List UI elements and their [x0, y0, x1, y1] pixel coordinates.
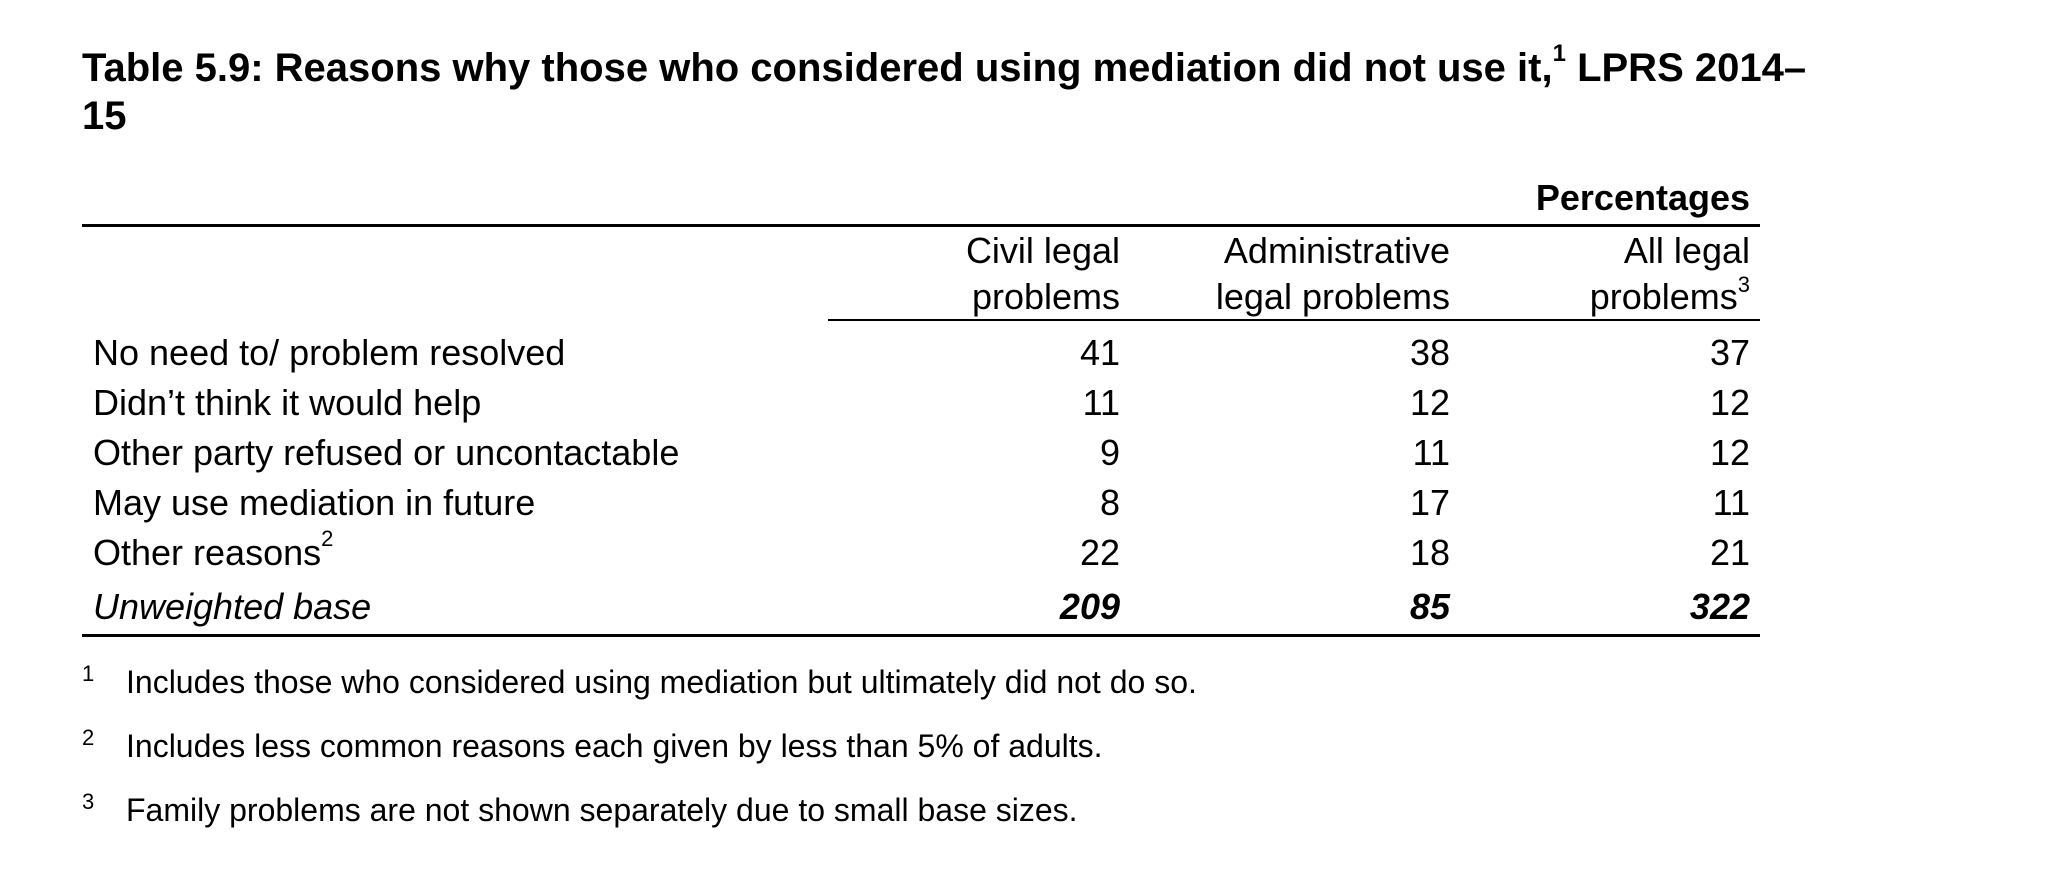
column-header-administrative-line2: legal problems [1215, 276, 1450, 317]
table-title-footnote-ref: 1 [1552, 39, 1566, 67]
cell-civil: 11 [1082, 382, 1120, 423]
cell-all: 37 [1709, 332, 1750, 373]
table-title-text: Table 5.9: Reasons why those who conside… [82, 46, 1553, 90]
footnotes: 1 Includes those who considered using me… [82, 658, 1782, 850]
base-label: Unweighted base [93, 586, 372, 627]
cell-civil: 22 [1079, 532, 1120, 573]
column-header-all-line1: All legal [1623, 230, 1750, 271]
cell-all: 11 [1712, 482, 1750, 523]
cell-administrative: 11 [1412, 432, 1450, 473]
table-row: Other party refused or uncontactable 9 1… [82, 428, 1760, 478]
row-label: Didn’t think it would help [93, 382, 482, 423]
table-top-rule [82, 224, 1760, 227]
footnote-text: Family problems are not shown separately… [126, 792, 1078, 828]
table-row: Other reasons2 22 18 21 [82, 528, 1760, 578]
base-all: 322 [1689, 586, 1750, 627]
footnote-number: 1 [82, 661, 95, 686]
cell-administrative: 12 [1409, 382, 1450, 423]
footnote: 3 Family problems are not shown separate… [82, 786, 1782, 850]
base-administrative: 85 [1409, 586, 1450, 627]
cell-civil: 41 [1079, 332, 1120, 373]
column-header-civil: Civil legal problems [870, 228, 1120, 320]
row-label-footnote-ref: 2 [321, 526, 334, 551]
row-label: No need to/ problem resolved [93, 332, 566, 373]
column-header-civil-line1: Civil legal [965, 230, 1120, 271]
table-title-suffix: LPRS 2014–15 [82, 46, 1807, 138]
cell-all: 12 [1709, 382, 1750, 423]
row-label: May use mediation in future [93, 482, 536, 523]
cell-all: 12 [1709, 432, 1750, 473]
table-row: No need to/ problem resolved 41 38 37 [82, 328, 1760, 378]
table-title: Table 5.9: Reasons why those who conside… [82, 41, 1842, 140]
cell-administrative: 17 [1409, 482, 1450, 523]
cell-civil: 9 [1099, 432, 1120, 473]
footnote-number: 2 [82, 725, 95, 750]
base-civil: 209 [1059, 586, 1120, 627]
column-header-administrative: Administrative legal problems [1160, 228, 1450, 320]
column-header-administrative-line1: Administrative [1223, 230, 1450, 271]
row-label: Other reasons2 [93, 526, 334, 574]
column-header-all: All legal problems3 [1490, 228, 1750, 320]
table-bottom-rule [82, 634, 1760, 637]
column-header-all-footnote-ref: 3 [1737, 272, 1750, 297]
cell-civil: 8 [1099, 482, 1120, 523]
cell-all: 21 [1709, 532, 1750, 573]
footnote-number: 3 [82, 789, 95, 814]
footnote: 2 Includes less common reasons each give… [82, 722, 1782, 786]
table-row: Didn’t think it would help 11 12 12 [82, 378, 1760, 428]
column-header-civil-line2: problems [971, 276, 1120, 317]
footnote-text: Includes less common reasons each given … [126, 728, 1103, 764]
column-header-all-line2: problems3 [1589, 272, 1750, 318]
footnote: 1 Includes those who considered using me… [82, 658, 1782, 722]
unweighted-base-row: Unweighted base 209 85 322 [82, 582, 1760, 632]
row-label: Other party refused or uncontactable [93, 432, 680, 473]
column-header-rule [828, 319, 1760, 321]
footnote-text: Includes those who considered using medi… [126, 664, 1197, 700]
table-row: May use mediation in future 8 17 11 [82, 478, 1760, 528]
cell-administrative: 18 [1409, 532, 1450, 573]
cell-administrative: 38 [1409, 332, 1450, 373]
units-label: Percentages [1535, 177, 1750, 218]
